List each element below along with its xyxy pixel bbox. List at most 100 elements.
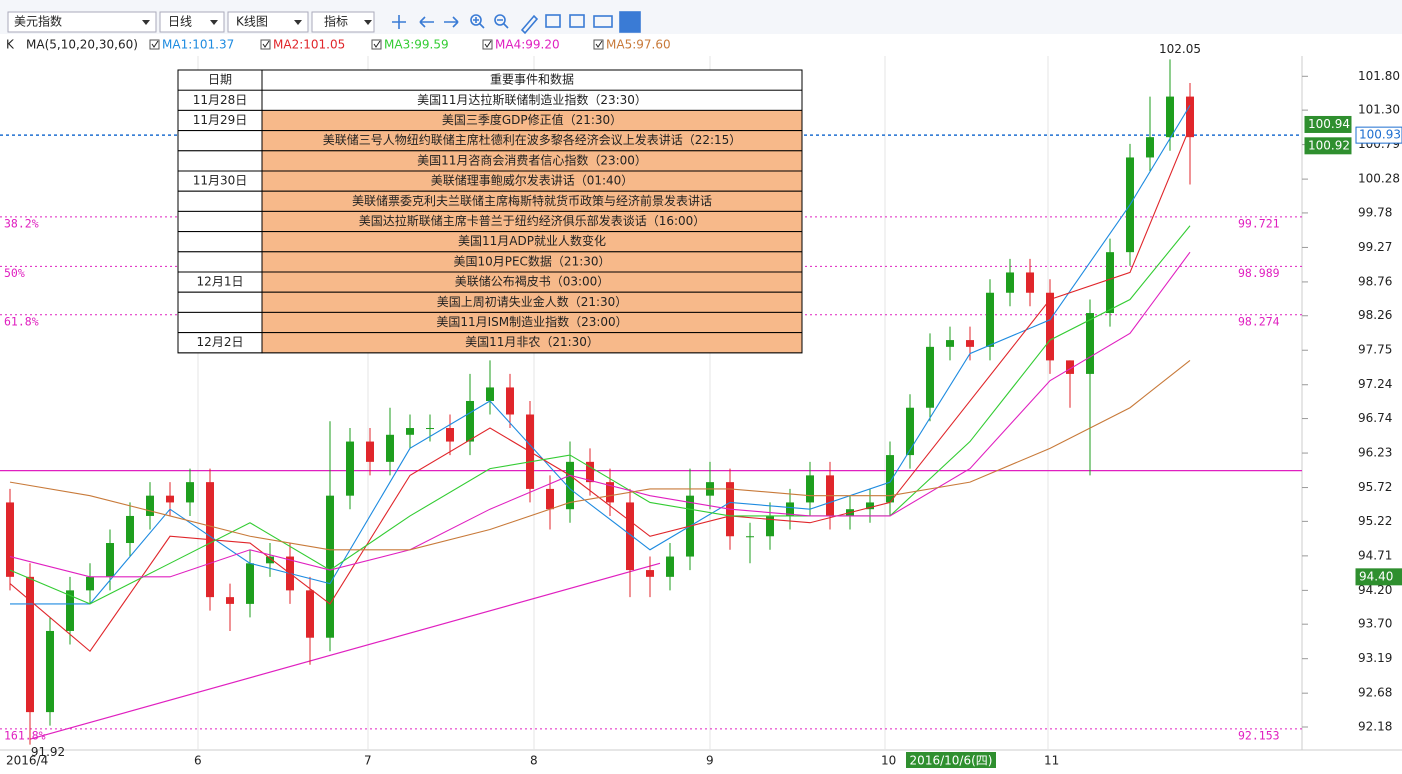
candle-body [586,461,594,483]
table-event: 美国11月ISM制造业指数（23:00） [436,314,627,329]
candle-body [886,455,894,503]
candle-body [166,495,174,503]
y-tick-label: 94.71 [1358,548,1392,562]
table-event: 美国11月ADP就业人数变化 [458,233,606,248]
high-label: 102.05 [1159,42,1201,56]
x-tick-label: 11 [1044,754,1059,768]
dropdown-arrow [142,20,150,25]
table-event: 美国11月达拉斯联储制造业指数（23:30） [417,92,647,107]
legend-entry: MA4:99.20 [495,38,560,52]
table-cell [177,231,263,253]
symbol: 美元指数 [14,14,62,29]
fib-value: 92.153 [1238,728,1280,742]
candle-body [186,482,194,503]
table-date: 11月29日 [193,113,248,127]
candle-body [1166,96,1174,138]
candle-body [1006,272,1014,293]
candle-body [266,556,274,564]
candle-body [486,387,494,401]
y-tick-label: 101.80 [1358,69,1400,83]
table-date: 12月2日 [197,335,244,349]
legend-check [262,40,270,48]
indicator-select[interactable] [311,11,375,33]
legend-entry: MA3:99.59 [384,38,449,52]
candle-body [1106,252,1114,314]
candle-body [806,475,814,503]
y-tick-label: 93.70 [1358,617,1392,631]
candle-body [946,340,954,347]
table-cell [177,251,263,273]
legend-entry: MA5:97.60 [606,38,671,52]
y-tick-label: 97.24 [1358,377,1392,391]
y-tick-label: 93.19 [1358,651,1392,665]
legend-checkbox [149,39,160,50]
tool-icons[interactable] [392,11,641,35]
x-tick-label: 2016/4 [6,754,48,768]
table-cell [177,210,263,233]
candle-body [46,630,54,713]
candle-body [446,428,454,442]
table-event: 美国10月PEC数据（21:30） [453,253,610,268]
table-cell [177,291,263,313]
table-date: 11月30日 [193,174,248,188]
candle-body [1186,96,1194,138]
legend-checkbox [482,39,493,50]
price-tag [1355,568,1402,586]
price-tag-label: 100.93 [1359,128,1401,142]
symbol-select[interactable] [7,11,157,33]
legend-checkbox [260,39,271,50]
period-select[interactable] [159,11,225,33]
table-cell [177,150,263,172]
y-tick-label: 100.28 [1358,172,1400,186]
ma-line [9,359,1191,551]
chart-type: K线图 [236,15,268,29]
y-tick-label: 98.76 [1358,274,1392,288]
candle-body [466,400,474,442]
trendline [29,562,661,740]
price-tag-label: 100.94 [1308,117,1350,131]
candle-body [246,563,254,604]
table-date: 11月28日 [193,93,248,107]
candle-body [146,495,154,516]
candle-body [426,428,434,430]
x-tick-label: 7 [364,754,372,768]
candle-body [346,441,354,496]
candle-body [606,482,614,503]
ma-line [9,251,1191,578]
price-tag-label: 100.92 [1308,138,1350,152]
ma-line [9,225,1191,605]
candle-body [786,502,794,516]
y-tick-label: 94.20 [1358,583,1392,597]
fib-label: 50% [4,266,25,280]
price-tag [1304,115,1352,133]
candle-body [1046,292,1054,361]
candle-body [646,570,654,577]
candle-body [126,515,134,544]
price-tag [1304,137,1352,155]
date-tag-label: 2016/10/6(四) [910,754,993,768]
indicator-label: K [6,38,15,52]
candle-body [966,340,974,347]
dropdown-arrow [294,20,302,25]
low-label: 91.92 [31,745,65,759]
candle-body [666,556,674,577]
candle-body [546,488,554,510]
candle-body [766,515,774,537]
table-event: 美国三季度GDP修正值（21:30） [442,112,622,127]
y-tick-label: 97.75 [1358,343,1392,357]
y-tick-label: 99.78 [1358,205,1392,219]
candle-body [386,434,394,462]
y-tick-label: 96.74 [1358,411,1392,425]
candle-body [566,461,574,510]
fib-label: 61.8% [4,314,39,328]
table-event: 美联储理事鲍威尔发表讲话（01:40） [431,173,634,188]
y-tick-label: 101.30 [1358,103,1400,117]
fib-value: 98.989 [1238,266,1280,280]
candle-body [366,441,374,462]
x-tick-label: 9 [706,754,714,768]
candle-body [926,346,934,408]
x-tick-label: 10 [881,754,896,768]
chart-type-select[interactable] [227,11,309,33]
date-tag [906,752,996,768]
